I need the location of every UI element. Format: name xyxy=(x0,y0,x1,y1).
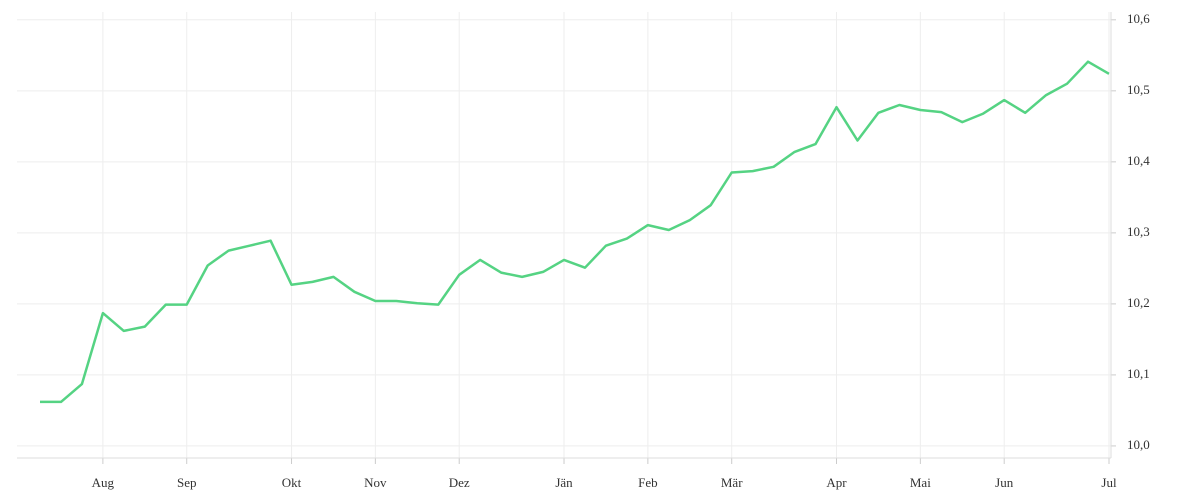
y-tick-label: 10,4 xyxy=(1127,153,1150,168)
x-tick-label: Feb xyxy=(638,475,658,490)
x-tick-label: Nov xyxy=(364,475,387,490)
x-tick-label: Okt xyxy=(282,475,302,490)
x-tick-label: Mär xyxy=(721,475,743,490)
y-tick-label: 10,2 xyxy=(1127,295,1150,310)
x-tick-label: Aug xyxy=(92,475,115,490)
y-tick-label: 10,3 xyxy=(1127,224,1150,239)
x-tick-label: Jun xyxy=(995,475,1014,490)
x-tick-label: Dez xyxy=(449,475,470,490)
y-tick-label: 10,1 xyxy=(1127,366,1150,381)
y-tick-label: 10,6 xyxy=(1127,11,1150,26)
x-tick-label: Mai xyxy=(910,475,931,490)
data-line xyxy=(40,60,1110,404)
x-tick-label: Sep xyxy=(177,475,197,490)
y-tick-label: 10,5 xyxy=(1127,82,1150,97)
x-tick-label: Jul xyxy=(1101,475,1117,490)
x-tick-label: Jän xyxy=(555,475,573,490)
x-tick-label: Apr xyxy=(826,475,847,490)
y-tick-label: 10,0 xyxy=(1127,437,1150,452)
